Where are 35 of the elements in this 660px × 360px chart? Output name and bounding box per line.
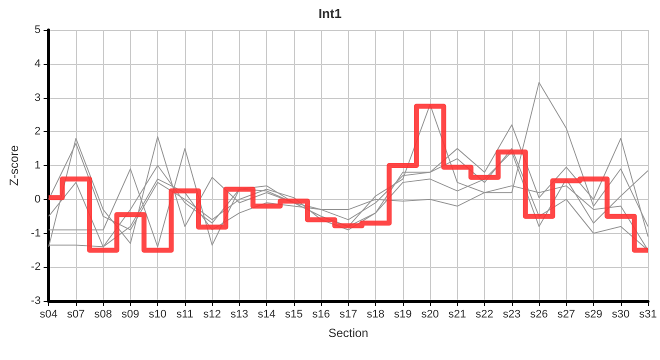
x-tick-label: s19 (394, 308, 412, 320)
x-tick-label: s21 (448, 308, 466, 320)
x-tick-label: s30 (612, 308, 630, 320)
x-tick-label: s26 (530, 308, 548, 320)
x-tick-label: s08 (94, 308, 112, 320)
y-tick-label: 1 (34, 160, 41, 172)
x-tick-label: s04 (40, 308, 58, 320)
chart-title: Int1 (318, 6, 342, 21)
y-tick-label: -2 (30, 261, 41, 274)
y-tick-label: 2 (34, 126, 41, 138)
x-tick-label: s13 (230, 308, 248, 320)
y-tick-label: 0 (34, 193, 41, 206)
x-tick-label: s20 (421, 308, 439, 320)
x-tick-label: s16 (312, 308, 330, 320)
x-tick-label: s14 (258, 308, 276, 320)
y-tick-label: 4 (34, 58, 41, 70)
x-tick-label: s31 (639, 308, 657, 320)
x-tick-label: s17 (339, 308, 358, 320)
y-tick-label: 3 (34, 92, 41, 104)
y-tick-label: -3 (30, 295, 41, 307)
x-tick-label: s18 (366, 308, 384, 320)
x-axis-title: Section (328, 326, 368, 340)
y-tick-label: 5 (34, 24, 41, 36)
x-tick-label: s07 (67, 308, 85, 320)
x-tick-label: s27 (557, 308, 576, 320)
x-tick-label: s12 (203, 308, 222, 320)
y-tick-label: -1 (30, 227, 41, 240)
x-tick-label: s15 (284, 308, 303, 320)
x-tick-label: s11 (176, 308, 194, 320)
x-tick-label: s22 (476, 308, 494, 320)
x-tick-label: s29 (584, 308, 602, 320)
x-tick-label: s09 (122, 308, 140, 320)
x-tick-label: s23 (502, 308, 521, 320)
y-axis-title: Z-score (7, 144, 21, 186)
x-tick-label: s10 (148, 308, 167, 320)
